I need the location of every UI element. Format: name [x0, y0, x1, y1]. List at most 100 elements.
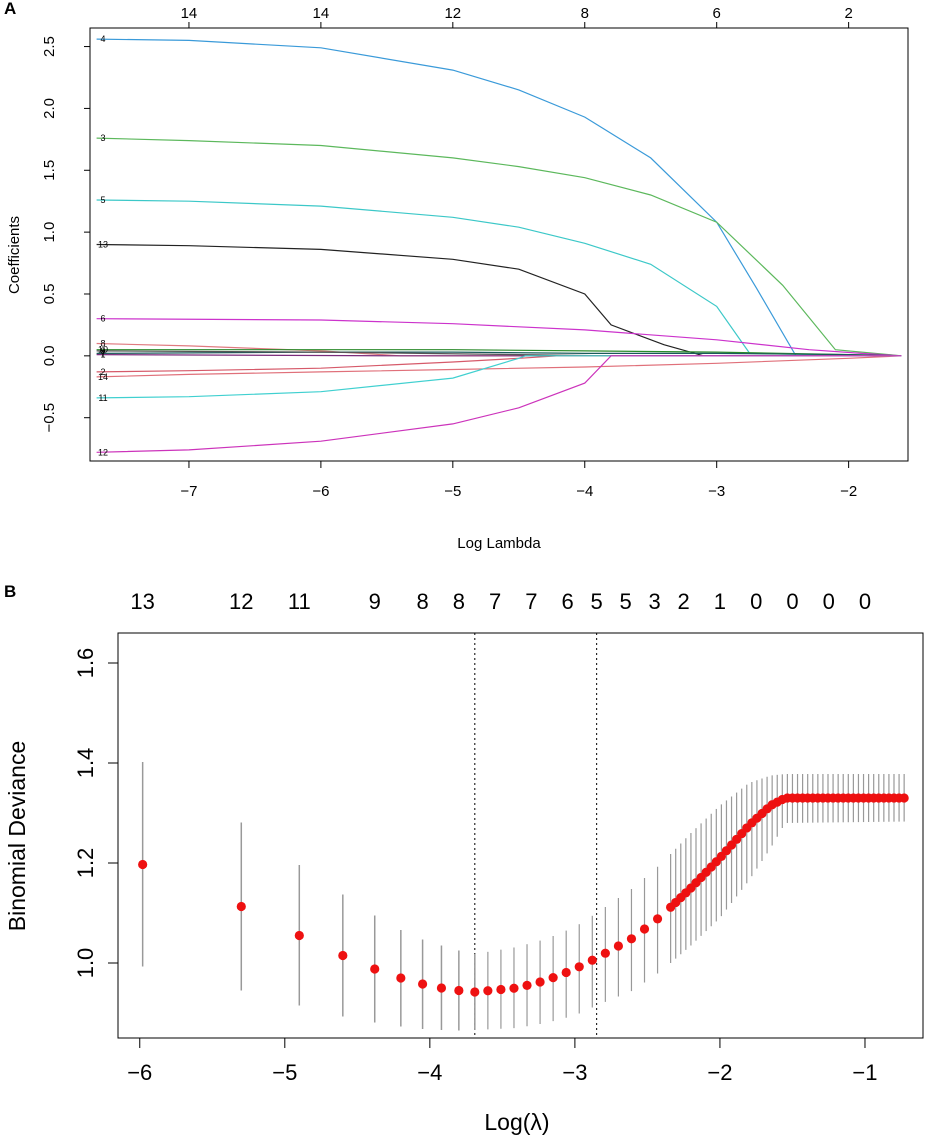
b-deviance-point [138, 859, 148, 870]
b-deviance-point [613, 941, 624, 951]
panel-a-y-axis-label: Coefficients [6, 216, 23, 294]
b-x-tick-label: −5 [272, 1060, 297, 1085]
a-y-tick-label: 2.5 [41, 36, 58, 57]
b-deviance-point [899, 793, 909, 803]
b-deviance-point [535, 977, 545, 987]
panel-b-x-axis-label: Log(λ) [484, 1109, 549, 1135]
b-top-count-label: 5 [591, 589, 603, 614]
b-top-count-label: 0 [823, 589, 835, 614]
b-top-count-label: 13 [130, 589, 154, 614]
b-y-tick-label: 1.6 [73, 648, 98, 679]
a-path-label-3: 3 [100, 133, 105, 143]
panel-a-letter: A [4, 0, 16, 18]
b-x-tick-label: −4 [417, 1060, 442, 1085]
a-path-label-2: 2 [100, 367, 105, 377]
a-x-tick-label: −6 [312, 483, 329, 500]
b-y-tick-label: 1.2 [73, 848, 98, 879]
a-coef-path-3 [96, 137, 902, 357]
a-y-tick-label: −0.5 [41, 403, 58, 433]
a-coef-path-13 [96, 243, 902, 357]
a-top-tick-label: 12 [444, 5, 461, 22]
b-deviance-point [600, 948, 610, 958]
a-path-label-1: 1 [100, 350, 105, 360]
b-deviance-point [294, 930, 304, 941]
b-deviance-point [338, 950, 348, 961]
a-x-tick-label: −3 [708, 483, 725, 500]
b-top-count-label: 12 [229, 589, 253, 614]
a-path-label-5: 5 [100, 195, 105, 205]
b-deviance-point [454, 985, 464, 996]
a-top-tick-label: 8 [581, 5, 589, 22]
b-deviance-point [236, 901, 246, 912]
b-top-count-label: 0 [859, 589, 871, 614]
b-x-tick-label: −6 [127, 1060, 152, 1085]
b-x-tick-label: −2 [707, 1060, 732, 1085]
b-y-tick-label: 1.0 [73, 948, 98, 979]
a-top-tick-label: 2 [844, 5, 852, 22]
panel-a-axes: −7 −6 −5 −4 −3 −2−0.50.00.51.01.52.02.514 14 12… [41, 5, 857, 500]
panel-b-letter: B [4, 582, 16, 601]
a-y-tick-label: 0.0 [41, 345, 58, 366]
a-x-tick-label: −4 [576, 483, 593, 500]
panel-a-coefficient-paths [96, 38, 902, 453]
a-y-tick-label: 2.0 [41, 98, 58, 119]
a-path-label-7: 7 [100, 348, 105, 358]
a-x-tick-label: −7 [180, 483, 197, 500]
b-deviance-point [370, 964, 380, 974]
a-path-label-11: 11 [98, 393, 107, 403]
b-deviance-point [587, 955, 597, 965]
panel-b-plot-box [117, 632, 924, 1039]
b-top-count-label: 5 [620, 589, 632, 614]
panel-a-plot-box [89, 27, 909, 462]
a-path-label-12: 12 [98, 447, 108, 457]
b-x-tick-label: −3 [562, 1060, 587, 1085]
b-deviance-point [417, 979, 428, 989]
a-path-label-8: 8 [100, 338, 105, 348]
panel-a-x-axis-label: Log Lambda [457, 535, 541, 552]
b-top-count-label: 11 [288, 589, 311, 614]
b-deviance-point [652, 914, 663, 924]
a-path-label-4: 4 [100, 34, 105, 44]
b-top-count-label: 7 [525, 589, 537, 614]
panel-b-deviance-points [138, 793, 909, 997]
panel-a: A −7 −6 −5 −4 −3 −2−0.50.00.51.01.52.02.514 14… [4, 0, 909, 552]
a-path-label-14: 14 [98, 372, 108, 382]
panel-b-y-axis-label: Binomial Deviance [4, 741, 30, 931]
panel-b: B −6 −5 −4 −3 −2 −11.01.21.41.613 12 11 9 8 8 7 7 6 5 5… [4, 582, 924, 1135]
a-path-label-10: 10 [98, 345, 108, 355]
b-deviance-point [574, 962, 584, 972]
b-x-tick-label: −1 [852, 1060, 877, 1085]
a-y-tick-label: 0.5 [41, 284, 58, 305]
b-top-count-label: 7 [489, 589, 501, 614]
b-deviance-point [626, 934, 637, 944]
b-top-count-label: 0 [786, 589, 798, 614]
a-x-tick-label: −2 [840, 483, 857, 500]
a-top-tick-label: 6 [713, 5, 721, 22]
b-top-count-label: 8 [416, 589, 428, 614]
b-top-count-label: 1 [714, 589, 726, 614]
b-deviance-point [470, 987, 480, 997]
a-path-label-9: 9 [100, 346, 105, 356]
panel-b-axes: −6 −5 −4 −3 −2 −11.01.21.41.613 12 11 9 8 8 7 7 6 5 5 3 2… [73, 589, 878, 1085]
b-top-count-label: 6 [562, 589, 574, 614]
b-y-tick-label: 1.4 [73, 748, 98, 779]
b-deviance-point [548, 973, 558, 983]
b-top-count-label: 9 [369, 589, 381, 614]
b-top-count-label: 2 [678, 589, 690, 614]
a-top-tick-label: 14 [313, 5, 330, 22]
b-top-count-label: 8 [453, 589, 465, 614]
panel-b-error-bars [141, 762, 905, 1031]
b-deviance-point [436, 983, 447, 993]
a-top-tick-label: 14 [181, 5, 198, 22]
b-deviance-point [396, 973, 406, 983]
a-y-tick-label: 1.0 [41, 222, 58, 243]
b-top-count-label: 3 [649, 589, 661, 614]
b-deviance-point [522, 980, 532, 990]
a-x-tick-label: −5 [444, 483, 461, 500]
a-coef-path-4 [96, 38, 902, 357]
a-coef-path-12 [96, 355, 902, 453]
b-deviance-point [561, 967, 571, 978]
a-coef-path-5 [96, 199, 902, 357]
